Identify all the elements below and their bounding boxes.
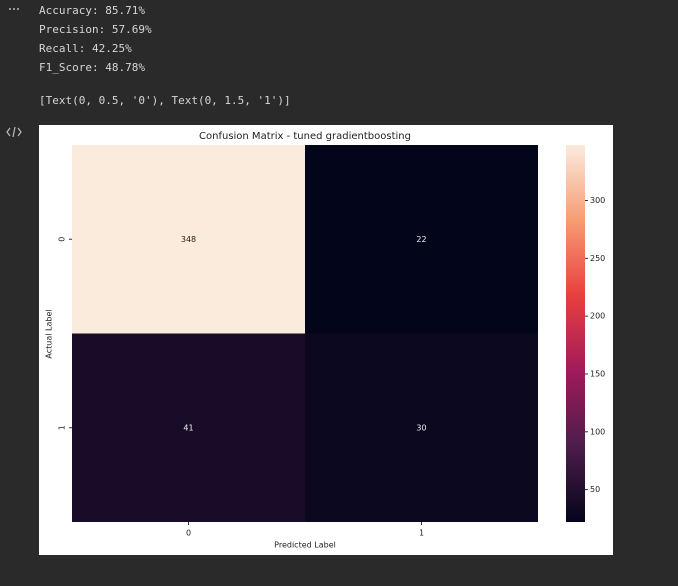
y-tick-label: 1	[58, 425, 67, 430]
repr-line: [Text(0, 0.5, '0'), Text(0, 1.5, '1')]	[39, 94, 291, 107]
x-tick-label: 1	[419, 529, 424, 538]
colorbar-tick-label: 250	[590, 254, 605, 263]
dot	[17, 8, 19, 10]
colorbar-tick-label: 50	[590, 485, 600, 494]
dot	[13, 8, 15, 10]
heatmap-cell	[72, 333, 305, 522]
heatmap-cell	[305, 145, 538, 334]
code-icon[interactable]	[6, 126, 22, 138]
heatmap-cell	[72, 145, 305, 334]
y-tick-label: 0	[58, 237, 67, 242]
x-tick-label: 0	[186, 529, 191, 538]
metric-line: Recall: 42.25%	[39, 42, 132, 55]
metric-line: F1_Score: 48.78%	[39, 61, 145, 74]
chart-title: Confusion Matrix - tuned gradientboostin…	[199, 131, 411, 142]
cell-label: 41	[183, 423, 193, 432]
y-axis-label: Actual Label	[45, 309, 54, 358]
colorbar	[566, 145, 585, 522]
more-icon[interactable]	[9, 8, 19, 10]
cell-label: 348	[181, 235, 196, 244]
metric-line: Precision: 57.69%	[39, 23, 152, 36]
colorbar-tick-label: 300	[590, 196, 605, 205]
plot: Confusion Matrix - tuned gradientboostin…	[39, 125, 613, 555]
cell-label: 30	[416, 423, 426, 432]
cell-label: 22	[416, 235, 426, 244]
x-axis-label: Predicted Label	[274, 541, 336, 550]
colorbar-tick-label: 200	[590, 312, 605, 321]
dot	[9, 8, 11, 10]
metric-line: Accuracy: 85.71%	[39, 4, 145, 17]
heatmap-cell	[305, 333, 538, 522]
colorbar-tick-label: 100	[590, 427, 605, 436]
colorbar-tick-label: 150	[590, 369, 605, 378]
